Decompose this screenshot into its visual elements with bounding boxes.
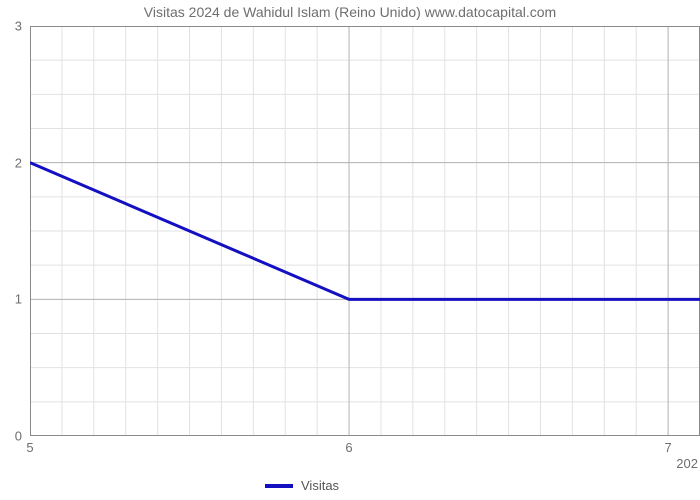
x-tick-label: 7: [664, 440, 671, 455]
x-axis-corner-label: 202: [676, 456, 698, 471]
chart-title: Visitas 2024 de Wahidul Islam (Reino Uni…: [0, 4, 700, 20]
plot-svg: [30, 26, 700, 436]
x-tick-label: 5: [26, 440, 33, 455]
x-tick-label: 6: [345, 440, 352, 455]
legend: Visitas: [265, 478, 339, 493]
y-tick-label: 1: [0, 292, 22, 307]
legend-swatch: [265, 484, 293, 488]
legend-label: Visitas: [301, 478, 339, 493]
y-tick-label: 0: [0, 429, 22, 444]
y-tick-label: 3: [0, 19, 22, 34]
chart-container: Visitas 2024 de Wahidul Islam (Reino Uni…: [0, 0, 700, 500]
plot-area: [30, 26, 700, 436]
y-tick-label: 2: [0, 155, 22, 170]
